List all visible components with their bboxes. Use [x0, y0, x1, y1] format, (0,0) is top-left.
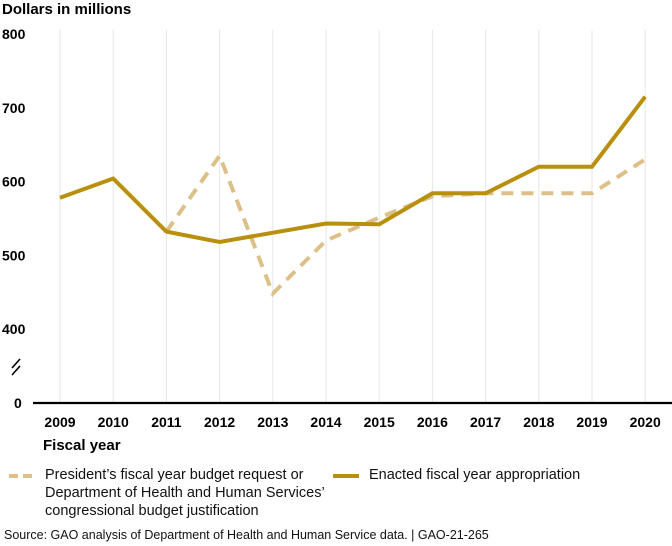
grid-lines — [59, 30, 646, 402]
y-tick-label: 500 — [2, 247, 26, 263]
legend: President’s fiscal year budget request o… — [0, 466, 672, 522]
x-tick-label: 2010 — [98, 414, 129, 430]
x-tick-label: 2012 — [204, 414, 235, 430]
x-tick-label: 2015 — [364, 414, 395, 430]
x-tick-label: 2019 — [576, 414, 607, 430]
x-axis-title: Fiscal year — [43, 437, 121, 454]
x-tick-label: 2009 — [44, 414, 75, 430]
x-tick-label: 2017 — [470, 414, 501, 430]
legend-swatch-dashed — [9, 474, 35, 478]
source-note: Source: GAO analysis of Department of He… — [4, 528, 489, 542]
y-tick-label: 700 — [2, 100, 26, 116]
series-line-budget-request — [164, 151, 647, 298]
legend-item-enacted: Enacted fiscal year appropriation — [333, 466, 580, 484]
legend-label-enacted: Enacted fiscal year appropriation — [369, 466, 580, 484]
y-tick-label: 400 — [2, 321, 26, 337]
x-tick-label: 2014 — [310, 414, 341, 430]
series-line-enacted — [59, 95, 647, 245]
legend-swatch-solid — [333, 474, 359, 478]
x-tick-label: 2011 — [151, 414, 182, 430]
legend-label-request: President’s fiscal year budget request o… — [45, 466, 325, 520]
legend-line: Enacted fiscal year appropriation — [369, 467, 581, 483]
legend-line: congressional budget justification — [45, 503, 259, 519]
x-tick-label: 2013 — [257, 414, 288, 430]
legend-line: Department of Health and Human Services’ — [45, 485, 325, 501]
legend-line: President’s fiscal year budget request o… — [45, 467, 304, 483]
x-axis-ticks: 2009 2010 2011 2012 2013 2014 2015 2016 2017 2018… — [44, 414, 661, 430]
y-tick-label: 0 — [14, 395, 22, 411]
x-tick-label: 2016 — [417, 414, 448, 430]
x-tick-label: 2018 — [523, 414, 554, 430]
series-group — [59, 95, 647, 298]
y-tick-label: 800 — [2, 26, 26, 42]
legend-item-request: President’s fiscal year budget request o… — [9, 466, 325, 520]
x-tick-label: 2020 — [630, 414, 661, 430]
y-axis-title: Dollars in millions — [2, 1, 131, 18]
axis-break-icon — [11, 358, 21, 376]
y-axis-ticks: 0 400 500 600 700 800 — [2, 26, 26, 411]
y-tick-label: 600 — [2, 174, 26, 190]
